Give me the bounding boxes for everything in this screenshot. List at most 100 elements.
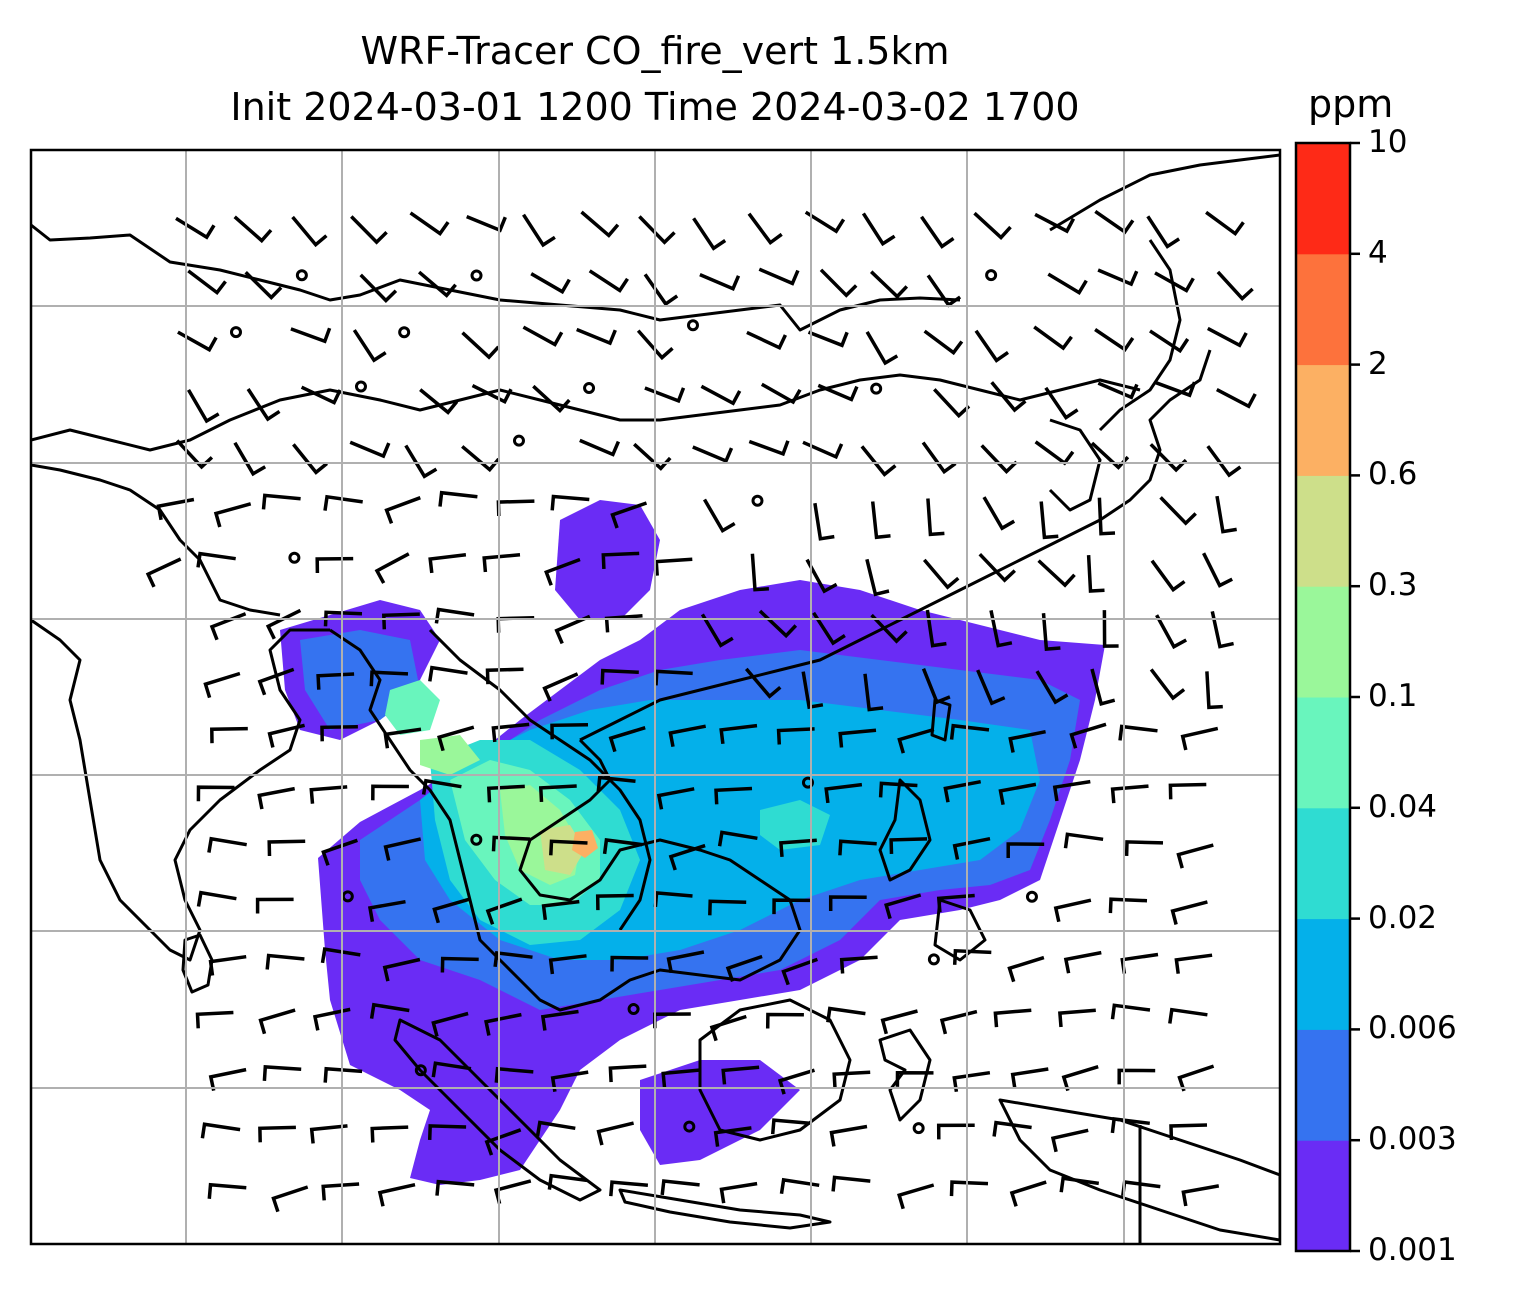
wind-calm-circle: [927, 953, 940, 966]
wind-barb: [1124, 840, 1164, 856]
wind-barb: [1041, 613, 1061, 651]
wind-barb: [719, 723, 758, 745]
colorbar-tick-label: 0.04: [1368, 788, 1438, 825]
colorbar-tick-label: 0.006: [1368, 1010, 1457, 1047]
wind-barb: [496, 499, 535, 517]
wind-barb: [1174, 953, 1213, 974]
wind-barb: [186, 389, 220, 424]
wind-barb: [579, 438, 621, 457]
wind-barb: [870, 501, 891, 540]
wind-barb: [349, 440, 391, 459]
wind-barb: [700, 384, 742, 406]
wind-barb: [383, 837, 422, 861]
wind-barb: [668, 724, 707, 748]
wind-barb: [549, 839, 588, 856]
wind-calm-circle: [1025, 890, 1038, 903]
wind-barb: [838, 728, 877, 748]
colorbar-segment: [1296, 918, 1350, 1030]
wind-barb: [656, 787, 695, 810]
wind-barb: [359, 273, 398, 303]
wind-barb: [921, 668, 951, 705]
wind-barb: [878, 781, 918, 798]
wind-calm-circle: [683, 1120, 696, 1133]
wind-barb: [428, 553, 467, 574]
wind-barb: [949, 1180, 989, 1197]
wind-barb: [1063, 832, 1104, 849]
wind-barb: [320, 724, 358, 742]
wind-barb: [993, 1008, 1032, 1028]
wind-barb: [765, 1012, 804, 1029]
wind-barb: [1216, 270, 1254, 301]
colorbar-segment: [1296, 1029, 1350, 1141]
wind-barb: [819, 268, 858, 298]
wind-barb: [801, 671, 824, 710]
wind-barb: [897, 727, 935, 754]
wind-barb: [828, 895, 867, 911]
wind-barb: [1008, 729, 1046, 753]
wind-barb: [1146, 215, 1181, 249]
wind-barb: [258, 1125, 296, 1143]
wind-barb: [431, 1011, 469, 1037]
wind-barb: [542, 672, 579, 702]
wind-barb: [428, 665, 468, 682]
wind-barb: [699, 272, 741, 291]
wind-barb: [1168, 782, 1207, 800]
wind-barb: [926, 498, 945, 537]
wind-barb: [196, 551, 236, 568]
wind-barb: [207, 836, 247, 853]
coastline-sri-lanka: [181, 933, 214, 994]
border-himalaya: [31, 223, 961, 332]
wind-barb: [1169, 1123, 1208, 1141]
wind-barb: [1206, 326, 1248, 348]
wind-barb: [588, 269, 629, 293]
colorbar-segment: [1296, 143, 1350, 255]
wind-barb: [213, 502, 252, 528]
wind-barb: [309, 785, 348, 804]
tracer-level-1-north: [555, 500, 660, 620]
wind-barb: [709, 1014, 747, 1042]
wind-barb: [922, 558, 960, 590]
wind-barb: [654, 669, 693, 686]
map-title-line1: WRF-Tracer CO_fire_vert 1.5km: [360, 29, 950, 73]
wind-calm-circle: [686, 319, 699, 332]
wind-barb: [494, 1066, 534, 1083]
wind-barb: [1155, 614, 1188, 650]
wind-barb: [1215, 495, 1237, 534]
wind-barb: [600, 668, 639, 685]
wind-barb: [719, 1181, 758, 1204]
wind-barb: [1053, 898, 1092, 923]
wind-barb: [596, 775, 636, 792]
wind-barb: [926, 274, 962, 308]
wind-barb: [1006, 842, 1045, 858]
wind-barb: [831, 1175, 871, 1192]
wind-barb: [1210, 611, 1234, 649]
wind-calm-circle: [801, 776, 814, 789]
wind-calm-circle: [583, 382, 596, 395]
wind-barb: [1097, 268, 1139, 287]
wind-barb: [980, 444, 1018, 474]
wind-barb: [491, 835, 531, 852]
wind-calm-circle: [627, 1003, 640, 1016]
wind-barb: [1090, 668, 1116, 706]
wind-barb: [1010, 1067, 1049, 1089]
wind-calm-circle: [870, 382, 883, 395]
wind-barb: [320, 947, 361, 964]
wind-barb: [382, 957, 421, 982]
wind-barb: [1052, 779, 1091, 802]
wind-barb: [920, 215, 955, 249]
wind-barb: [267, 839, 306, 857]
colorbar-segment: [1296, 586, 1350, 698]
colorbar: [1294, 141, 1360, 1253]
wind-barb: [156, 497, 195, 521]
wind-barb: [312, 1007, 351, 1031]
wind-barb: [244, 271, 283, 300]
wind-barb: [936, 1123, 975, 1140]
wind-barb: [596, 1121, 635, 1146]
wind-barb: [860, 445, 897, 477]
wind-barb: [1069, 722, 1107, 749]
wind-barb: [195, 1010, 234, 1029]
wind-barb: [595, 893, 634, 911]
wind-barb: [923, 329, 964, 356]
wind-barb: [817, 383, 859, 402]
wind-barb: [209, 612, 247, 641]
